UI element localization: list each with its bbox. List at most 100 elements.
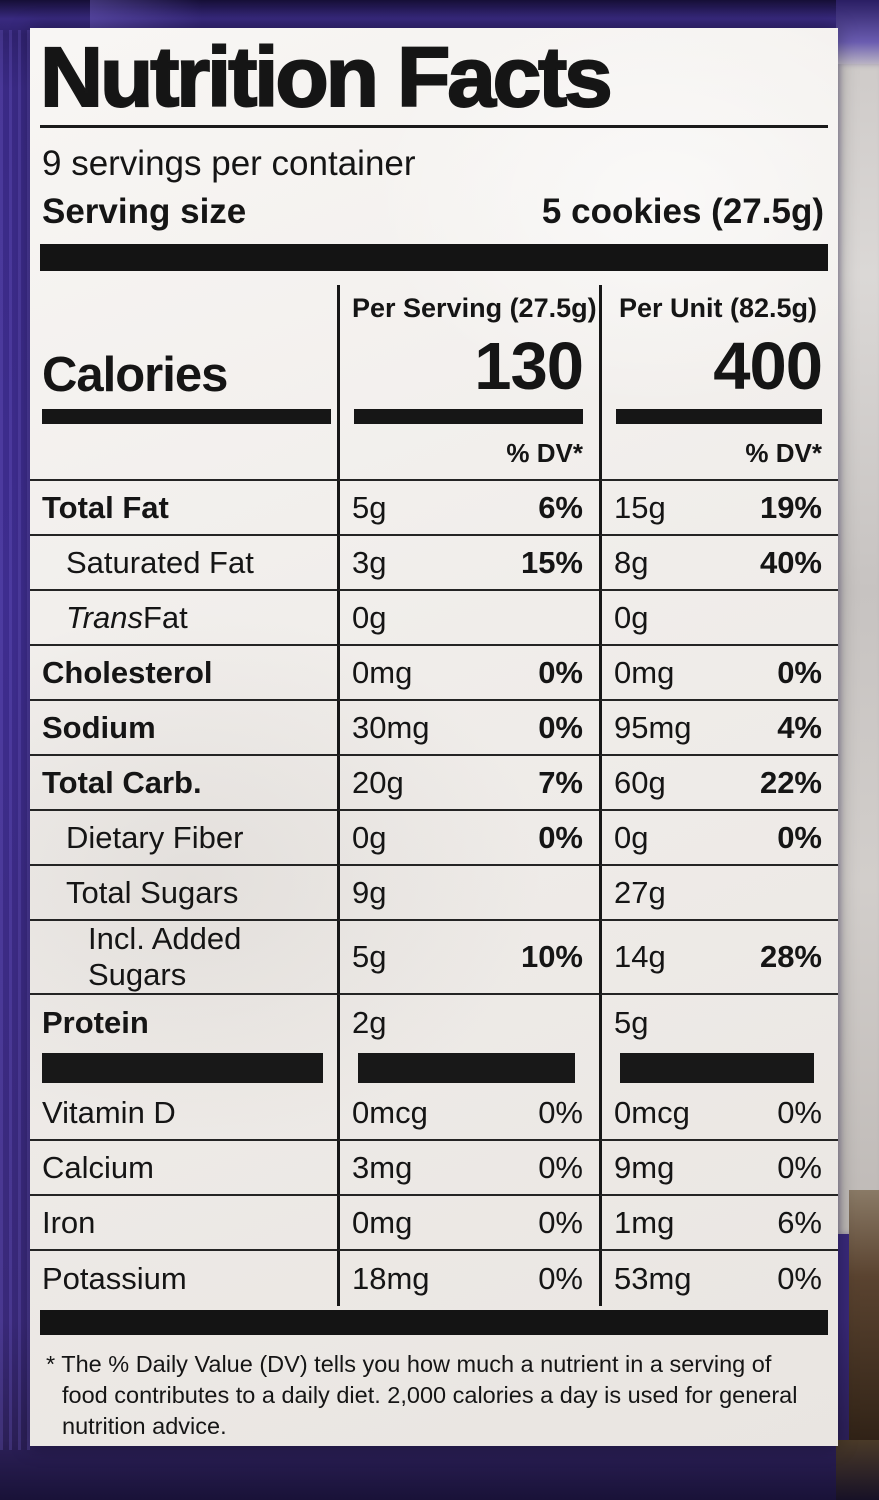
serving-dv: 0%	[538, 654, 583, 690]
nutrient-name: Protein	[42, 1004, 149, 1040]
calories-per-unit-cell: Per Unit (82.5g) 400	[599, 285, 838, 428]
serving-size-label: Serving size	[42, 192, 247, 232]
calories-band: Calories Per Serving (27.5g) 130 Per Uni…	[30, 285, 838, 428]
serving-amount: 30mg	[352, 709, 430, 745]
dv-header-unit: % DV*	[599, 427, 838, 482]
serving-amount: 5g	[352, 489, 387, 525]
calories-underbar	[42, 409, 331, 425]
divider-bar	[358, 1053, 575, 1084]
calories-underbar	[616, 409, 822, 425]
unit-amount: 27g	[614, 874, 666, 910]
section-bar-top	[40, 244, 828, 272]
dv-footnote: * The % Daily Value (DV) tells you how m…	[46, 1351, 798, 1440]
unit-dv: 0%	[777, 1094, 822, 1130]
nutrition-label: Nutrition Facts 9 servings per container…	[30, 28, 838, 1446]
unit-amount: 0g	[614, 599, 649, 635]
nutrient-row-added-sugars: Incl. Added Sugars 5g 10% 14g 28%	[30, 921, 838, 996]
per-unit-header: Per Unit (82.5g)	[618, 293, 818, 324]
serving-dv: 10%	[520, 939, 583, 975]
serving-amount: 0g	[352, 599, 387, 635]
unit-dv: 6%	[777, 1204, 822, 1240]
unit-amount: 14g	[614, 939, 666, 975]
unit-dv: 28%	[759, 939, 822, 975]
unit-amount: 0mg	[614, 654, 675, 690]
package-edge-top	[836, 0, 879, 70]
nutrient-name: Sodium	[30, 701, 337, 757]
section-bar-bottom	[40, 1310, 828, 1336]
nutrition-table: Calories Per Serving (27.5g) 130 Per Uni…	[30, 285, 838, 1307]
unit-amount: 9mg	[614, 1149, 675, 1185]
vitamin-row-vitamin-d: Vitamin D 0mcg 0% 0mcg 0%	[30, 1086, 838, 1142]
divider-bar	[620, 1053, 814, 1084]
serving-dv: 0%	[538, 1149, 583, 1185]
serving-amount: 3g	[352, 544, 387, 580]
unit-amount: 95mg	[614, 709, 692, 745]
nutrient-name: Dietary Fiber	[30, 811, 337, 867]
nutrient-row-sodium: Sodium 30mg 0% 95mg 4%	[30, 701, 838, 757]
unit-amount: 1mg	[614, 1204, 675, 1240]
serving-dv: 15%	[520, 544, 583, 580]
serving-size-row: Serving size 5 cookies (27.5g)	[42, 192, 824, 232]
serving-dv: 0%	[538, 709, 583, 745]
serving-amount: 9g	[352, 874, 387, 910]
calories-label: Calories	[42, 348, 228, 403]
nutrient-name: Trans Fat	[30, 591, 337, 647]
unit-amount: 0g	[614, 819, 649, 855]
unit-dv: 0%	[777, 1149, 822, 1185]
dv-header-band: % DV* % DV*	[30, 427, 838, 482]
vitamin-row-iron: Iron 0mg 0% 1mg 6%	[30, 1196, 838, 1252]
nutrient-name: Cholesterol	[30, 646, 337, 702]
calories-per-serving-value: 130	[474, 329, 584, 405]
nutrition-facts-title: Nutrition Facts	[39, 30, 614, 124]
trans-italic: Trans	[66, 599, 143, 635]
vitamin-name: Vitamin D	[30, 1086, 337, 1142]
package-sheen	[0, 30, 30, 1450]
vitamin-row-calcium: Calcium 3mg 0% 9mg 0%	[30, 1141, 838, 1197]
nutrient-row-total-fat: Total Fat 5g 6% 15g 19%	[30, 481, 838, 537]
nutrient-row-dietary-fiber: Dietary Fiber 0g 0% 0g 0%	[30, 811, 838, 867]
nutrient-name: Total Sugars	[30, 866, 337, 922]
vitamin-row-potassium: Potassium 18mg 0% 53mg 0%	[30, 1251, 838, 1307]
serving-amount: 20g	[352, 764, 404, 800]
calories-underbar	[354, 409, 583, 425]
serving-amount: 0mcg	[352, 1094, 428, 1130]
title-rule	[40, 125, 828, 129]
nutrient-row-trans-fat: Trans Fat 0g 0g	[30, 591, 838, 647]
nutrient-name: Incl. Added Sugars	[30, 921, 337, 996]
unit-dv: 0%	[777, 819, 822, 855]
serving-dv: 7%	[538, 764, 583, 800]
unit-dv: 0%	[777, 1260, 822, 1296]
nutrient-name: Total Carb.	[30, 756, 337, 812]
nutrient-row-cholesterol: Cholesterol 0mg 0% 0mg 0%	[30, 646, 838, 702]
unit-dv: 0%	[777, 654, 822, 690]
serving-amount: 3mg	[352, 1149, 413, 1185]
unit-dv: 22%	[759, 764, 822, 800]
serving-amount: 0mg	[352, 654, 413, 690]
unit-amount: 60g	[614, 764, 666, 800]
nutrient-name: Total Fat	[30, 481, 337, 537]
serving-amount: 18mg	[352, 1260, 430, 1296]
nutrient-row-total-sugars: Total Sugars 9g 27g	[30, 866, 838, 922]
package-edge-bottom	[836, 1440, 879, 1500]
unit-amount: 53mg	[614, 1260, 692, 1296]
calories-cell: Calories	[30, 285, 337, 427]
serving-size-value: 5 cookies (27.5g)	[541, 192, 824, 232]
per-serving-header: Per Serving (27.5g)	[352, 293, 597, 324]
nutrient-row-protein: Protein 2g 5g	[30, 995, 838, 1051]
calories-per-unit-value: 400	[713, 329, 823, 405]
unit-amount: 8g	[614, 544, 649, 580]
unit-dv: 40%	[759, 544, 822, 580]
serving-amount: 5g	[352, 939, 387, 975]
nutrient-name: Saturated Fat	[30, 536, 337, 592]
unit-amount: 15g	[614, 489, 666, 525]
unit-amount: 0mcg	[614, 1094, 690, 1130]
serving-dv: 6%	[538, 489, 583, 525]
serving-dv: 0%	[538, 1094, 583, 1130]
serving-amount: 0g	[352, 819, 387, 855]
nutrient-row-saturated-fat: Saturated Fat 3g 15% 8g 40%	[30, 536, 838, 592]
section-divider-bars	[30, 1050, 838, 1087]
vitamin-name: Calcium	[30, 1141, 337, 1197]
unit-dv: 4%	[777, 709, 822, 745]
package-edge-shadow	[849, 1190, 879, 1480]
serving-amount: 0mg	[352, 1204, 413, 1240]
